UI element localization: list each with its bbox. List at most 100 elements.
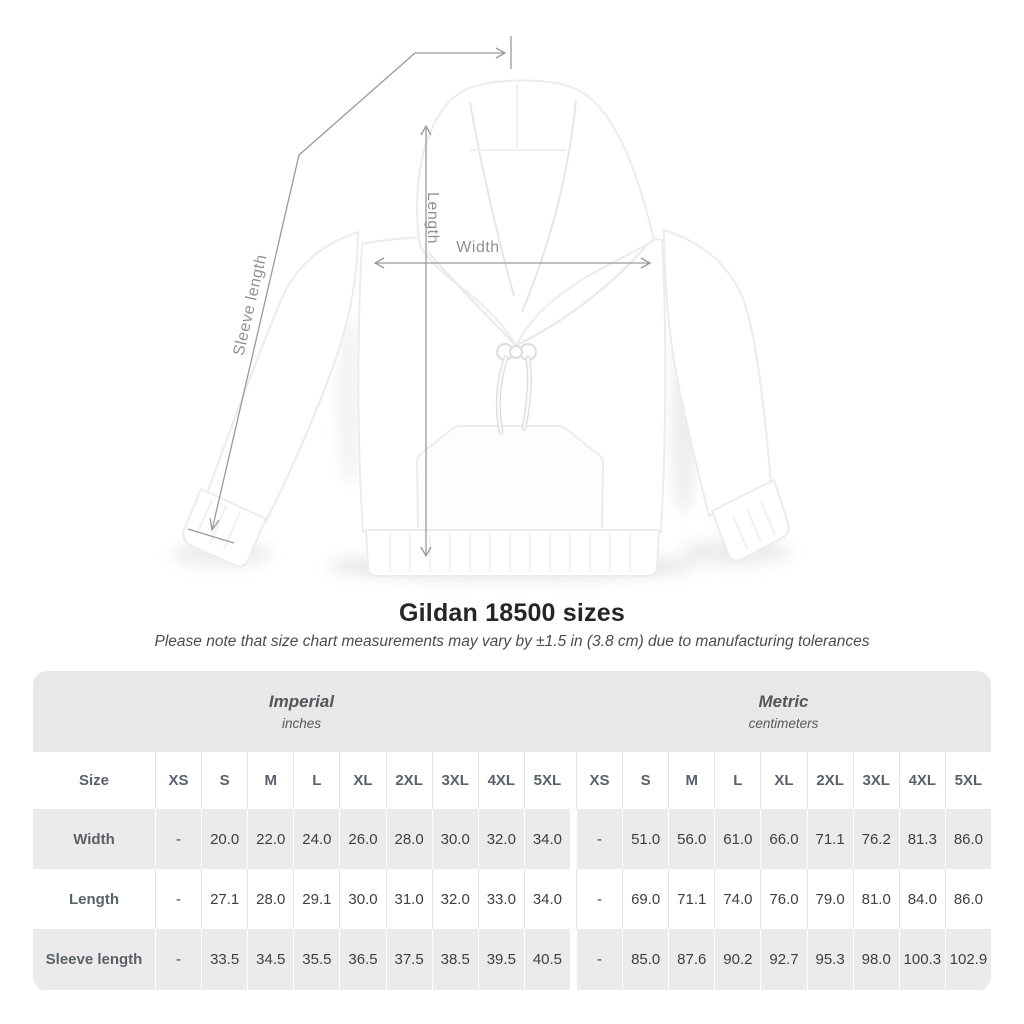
value-length-imperial-2xl: 31.0 <box>385 869 432 929</box>
hoodie-diagram-svg: Width Length Sleeve length <box>172 36 791 580</box>
value-length-metric-s: 69.0 <box>622 869 669 929</box>
hoodie-hood <box>416 79 656 349</box>
size-header-imperial-4xl: 4XL <box>477 752 524 809</box>
value-length-imperial-4xl: 33.0 <box>477 869 524 929</box>
value-width-imperial-5xl: 34.0 <box>523 809 570 869</box>
value-sleeve-length-metric-s: 85.0 <box>622 929 669 990</box>
page-subtitle: Please note that size chart measurements… <box>154 633 870 650</box>
value-sleeve-length-imperial-2xl: 37.5 <box>385 929 432 990</box>
size-table: Imperial inches Metric centimeters Size X… <box>33 671 991 991</box>
hoodie-hem <box>364 529 661 577</box>
width-label: Width <box>456 239 499 256</box>
value-length-metric-4xl: 84.0 <box>898 869 945 929</box>
size-header-metric-l: L <box>714 752 761 809</box>
value-sleeve-length-imperial-5xl: 40.5 <box>523 929 570 990</box>
row-label-length: Length <box>33 869 155 929</box>
value-length-metric-3xl: 81.0 <box>852 869 899 929</box>
size-header-metric-s: S <box>622 752 669 809</box>
imperial-unit: inches <box>281 716 321 731</box>
size-header-imperial-2xl: 2XL <box>385 752 432 809</box>
value-width-metric-l: 61.0 <box>714 809 761 869</box>
value-sleeve-length-imperial-xs: - <box>155 929 202 990</box>
value-length-metric-2xl: 79.0 <box>806 869 853 929</box>
hoodie-pocket <box>415 425 605 529</box>
value-width-imperial-s: 20.0 <box>201 809 248 869</box>
value-length-imperial-3xl: 32.0 <box>431 869 478 929</box>
hoodie-left-sleeve <box>204 230 360 525</box>
value-length-imperial-5xl: 34.0 <box>523 869 570 929</box>
page-title: Gildan 18500 sizes <box>399 599 625 627</box>
value-length-metric-l: 74.0 <box>714 869 761 929</box>
size-header-imperial-m: M <box>247 752 294 809</box>
value-width-imperial-2xl: 28.0 <box>385 809 432 869</box>
value-length-imperial-l: 29.1 <box>293 869 340 929</box>
value-sleeve-length-imperial-s: 33.5 <box>201 929 248 990</box>
value-length-metric-m: 71.1 <box>668 869 715 929</box>
measurement-lines <box>187 36 652 558</box>
value-sleeve-length-imperial-l: 35.5 <box>293 929 340 990</box>
value-width-metric-xs: - <box>575 809 623 869</box>
size-header-imperial-5xl: 5XL <box>523 752 570 809</box>
value-sleeve-length-imperial-3xl: 38.5 <box>431 929 478 990</box>
row-label-width: Width <box>33 809 155 869</box>
width-arrow <box>373 257 652 269</box>
value-width-imperial-xl: 26.0 <box>339 809 386 869</box>
hoodie-illustration <box>182 79 790 577</box>
row-label-sleeve-length: Sleeve length <box>33 929 155 990</box>
value-width-imperial-3xl: 30.0 <box>431 809 478 869</box>
size-header-metric-3xl: 3XL <box>852 752 899 809</box>
value-sleeve-length-imperial-xl: 36.5 <box>339 929 386 990</box>
value-width-metric-s: 51.0 <box>622 809 669 869</box>
row-divider <box>569 929 576 990</box>
value-length-metric-xs: - <box>575 869 623 929</box>
sleeve-length-arrow <box>187 47 507 544</box>
value-length-metric-xl: 76.0 <box>760 869 807 929</box>
value-sleeve-length-metric-5xl: 102.9 <box>944 929 991 990</box>
size-header-metric-2xl: 2XL <box>806 752 853 809</box>
size-header-metric-4xl: 4XL <box>898 752 945 809</box>
section-divider <box>569 671 576 752</box>
size-header-imperial-s: S <box>201 752 248 809</box>
value-width-metric-5xl: 86.0 <box>944 809 991 869</box>
value-sleeve-length-metric-2xl: 95.3 <box>806 929 853 990</box>
value-length-imperial-m: 28.0 <box>247 869 294 929</box>
hoodie-drawstrings <box>495 343 537 435</box>
value-width-imperial-4xl: 32.0 <box>477 809 524 869</box>
value-width-imperial-xs: - <box>155 809 202 869</box>
value-sleeve-length-metric-xl: 92.7 <box>760 929 807 990</box>
hoodie-diagram: Width Length Sleeve length <box>172 36 791 580</box>
hoodie-right-cuff <box>710 478 790 562</box>
value-sleeve-length-metric-3xl: 98.0 <box>852 929 899 990</box>
length-label: Length <box>424 192 441 244</box>
value-width-metric-3xl: 76.2 <box>852 809 899 869</box>
imperial-label: Imperial <box>268 692 335 711</box>
value-sleeve-length-imperial-m: 34.5 <box>247 929 294 990</box>
size-column-header: Size <box>33 752 155 809</box>
header-divider <box>569 752 576 809</box>
row-divider <box>569 809 576 869</box>
value-sleeve-length-metric-4xl: 100.3 <box>898 929 945 990</box>
value-width-metric-xl: 66.0 <box>760 809 807 869</box>
value-sleeve-length-metric-l: 90.2 <box>714 929 761 990</box>
metric-unit: centimeters <box>748 716 819 731</box>
size-header-imperial-xs: XS <box>155 752 202 809</box>
size-header-metric-m: M <box>668 752 715 809</box>
value-width-metric-2xl: 71.1 <box>806 809 853 869</box>
value-width-metric-m: 56.0 <box>668 809 715 869</box>
size-header-imperial-xl: XL <box>339 752 386 809</box>
metric-section-header: Metric centimeters <box>575 671 991 752</box>
value-sleeve-length-metric-m: 87.6 <box>668 929 715 990</box>
size-header-imperial-3xl: 3XL <box>431 752 478 809</box>
size-header-imperial-l: L <box>293 752 340 809</box>
metric-label: Metric <box>758 692 809 711</box>
size-header-metric-5xl: 5XL <box>944 752 991 809</box>
hoodie-left-cuff <box>182 487 268 568</box>
size-header-metric-xl: XL <box>760 752 807 809</box>
value-length-metric-5xl: 86.0 <box>944 869 991 929</box>
row-divider <box>569 869 576 929</box>
value-length-imperial-xl: 30.0 <box>339 869 386 929</box>
value-sleeve-length-metric-xs: - <box>575 929 623 990</box>
value-length-imperial-xs: - <box>155 869 202 929</box>
value-sleeve-length-imperial-4xl: 39.5 <box>477 929 524 990</box>
value-width-metric-4xl: 81.3 <box>898 809 945 869</box>
